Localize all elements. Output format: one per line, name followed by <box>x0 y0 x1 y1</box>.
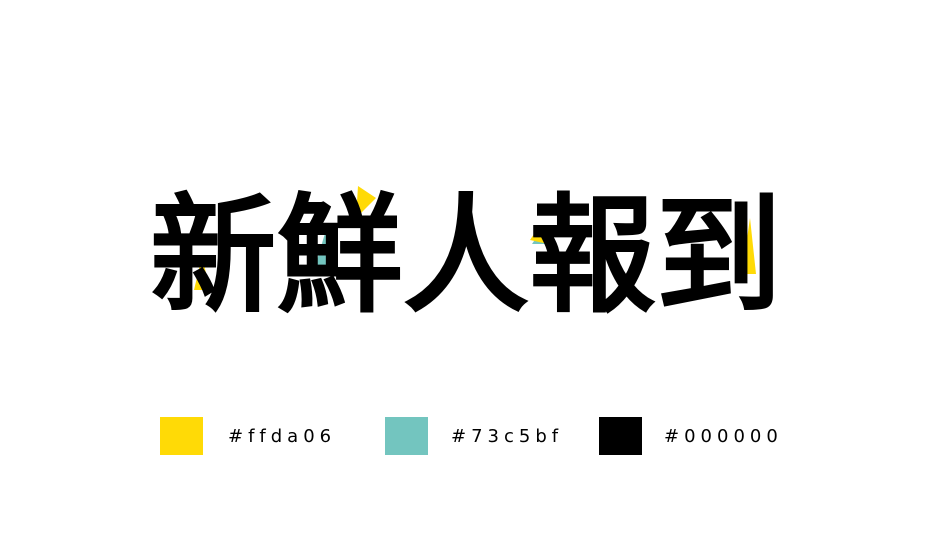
accent-triangle-yellow-3 <box>530 228 548 244</box>
color-code-teal: #73c5bf <box>451 426 564 447</box>
color-code-black: #000000 <box>664 426 783 447</box>
color-swatch-yellow <box>160 417 203 455</box>
accent-triangle-yellow-4 <box>742 218 756 274</box>
logo-wordmark: 新鮮人報到 <box>150 178 790 323</box>
accent-triangle-teal-1 <box>314 230 338 270</box>
accent-triangle-yellow-1 <box>194 256 210 290</box>
color-code-yellow: #ffda06 <box>228 426 337 447</box>
color-swatch-teal <box>385 417 428 455</box>
accent-triangle-yellow-2 <box>356 186 376 218</box>
color-swatch-black <box>599 417 642 455</box>
logo-text: 新鮮人報到 <box>150 182 782 323</box>
